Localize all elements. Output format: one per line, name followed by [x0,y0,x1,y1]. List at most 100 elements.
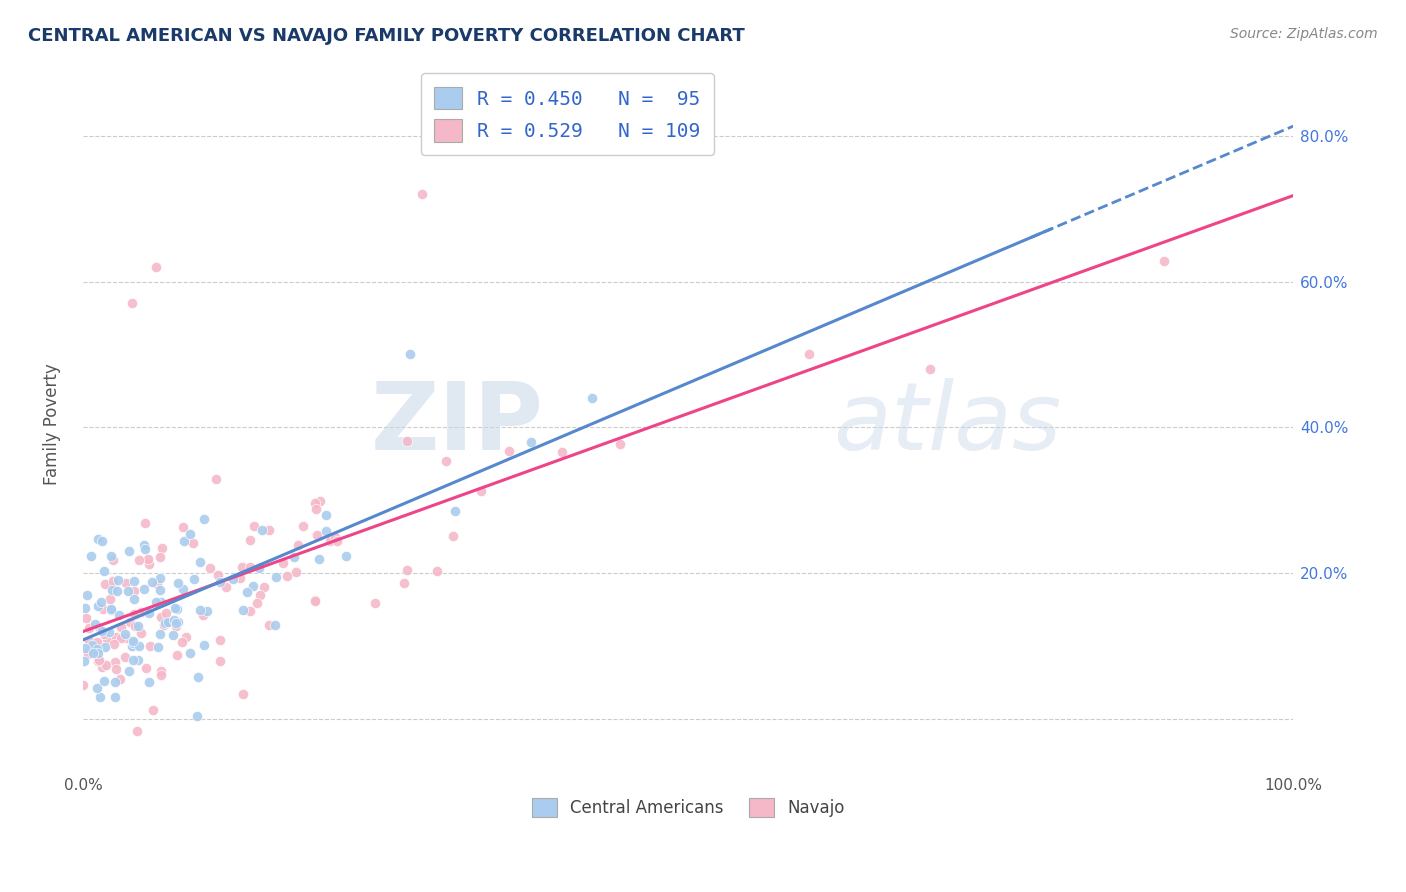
Point [304,593,326,607]
Point [166,648,188,662]
Point [101,582,124,597]
Point [287,538,309,552]
Point [136,552,159,566]
Point [72,678,94,692]
Point [193,512,215,526]
Point [86,654,108,668]
Point [104,655,127,669]
Point [100,549,122,563]
Point [292,519,315,533]
Point [581,391,603,405]
Point [129,626,152,640]
Point [550,444,572,458]
Point [799,347,821,361]
Point [114,650,136,665]
Point [188,602,211,616]
Point [73,654,96,668]
Point [609,436,631,450]
Point [131,605,153,619]
Point [96,632,118,646]
Point [193,638,215,652]
Point [98,625,121,640]
Point [127,619,149,633]
Point [89,620,111,634]
Point [364,596,387,610]
Point [167,615,190,629]
Text: CENTRAL AMERICAN VS NAVAJO FAMILY POVERTY CORRELATION CHART: CENTRAL AMERICAN VS NAVAJO FAMILY POVERT… [28,27,745,45]
Point [308,493,330,508]
Point [138,607,160,621]
Point [145,576,167,591]
Point [134,582,156,596]
Point [87,653,110,667]
Point [188,555,211,569]
Point [315,524,337,539]
Point [315,508,337,523]
Point [221,573,243,587]
Point [172,582,194,597]
Point [125,607,148,622]
Point [198,560,221,574]
Point [118,543,141,558]
Point [105,584,128,599]
Point [135,661,157,675]
Point [208,633,231,648]
Point [195,604,218,618]
Point [411,187,433,202]
Point [104,675,127,690]
Point [138,674,160,689]
Point [91,533,114,548]
Point [93,564,115,578]
Point [263,617,285,632]
Point [94,658,117,673]
Point [121,640,143,654]
Point [396,434,419,448]
Point [103,637,125,651]
Point [104,630,127,644]
Point [252,524,274,538]
Point [305,528,328,542]
Point [149,594,172,608]
Point [82,646,104,660]
Point [115,632,138,646]
Point [186,709,208,723]
Point [207,568,229,582]
Point [156,615,179,630]
Point [209,654,232,668]
Text: Source: ZipAtlas.com: Source: ZipAtlas.com [1230,27,1378,41]
Point [142,703,165,717]
Point [94,640,117,654]
Point [165,600,187,615]
Point [264,570,287,584]
Point [167,575,190,590]
Point [121,639,143,653]
Point [104,662,127,676]
Point [84,616,107,631]
Point [163,613,186,627]
Point [246,596,269,610]
Point [209,574,232,589]
Point [122,653,145,667]
Point [75,611,97,625]
Point [83,639,105,653]
Point [107,573,129,587]
Point [498,444,520,458]
Point [149,571,172,585]
Point [257,618,280,632]
Point [79,549,101,563]
Point [215,580,238,594]
Point [172,520,194,534]
Point [396,563,419,577]
Point [114,627,136,641]
Point [173,533,195,548]
Point [141,575,163,590]
Point [75,641,97,656]
Point [257,523,280,537]
Point [243,519,266,533]
Point [231,559,253,574]
Point [87,646,110,660]
Point [86,681,108,695]
Point [434,453,457,467]
Point [304,594,326,608]
Point [335,549,357,563]
